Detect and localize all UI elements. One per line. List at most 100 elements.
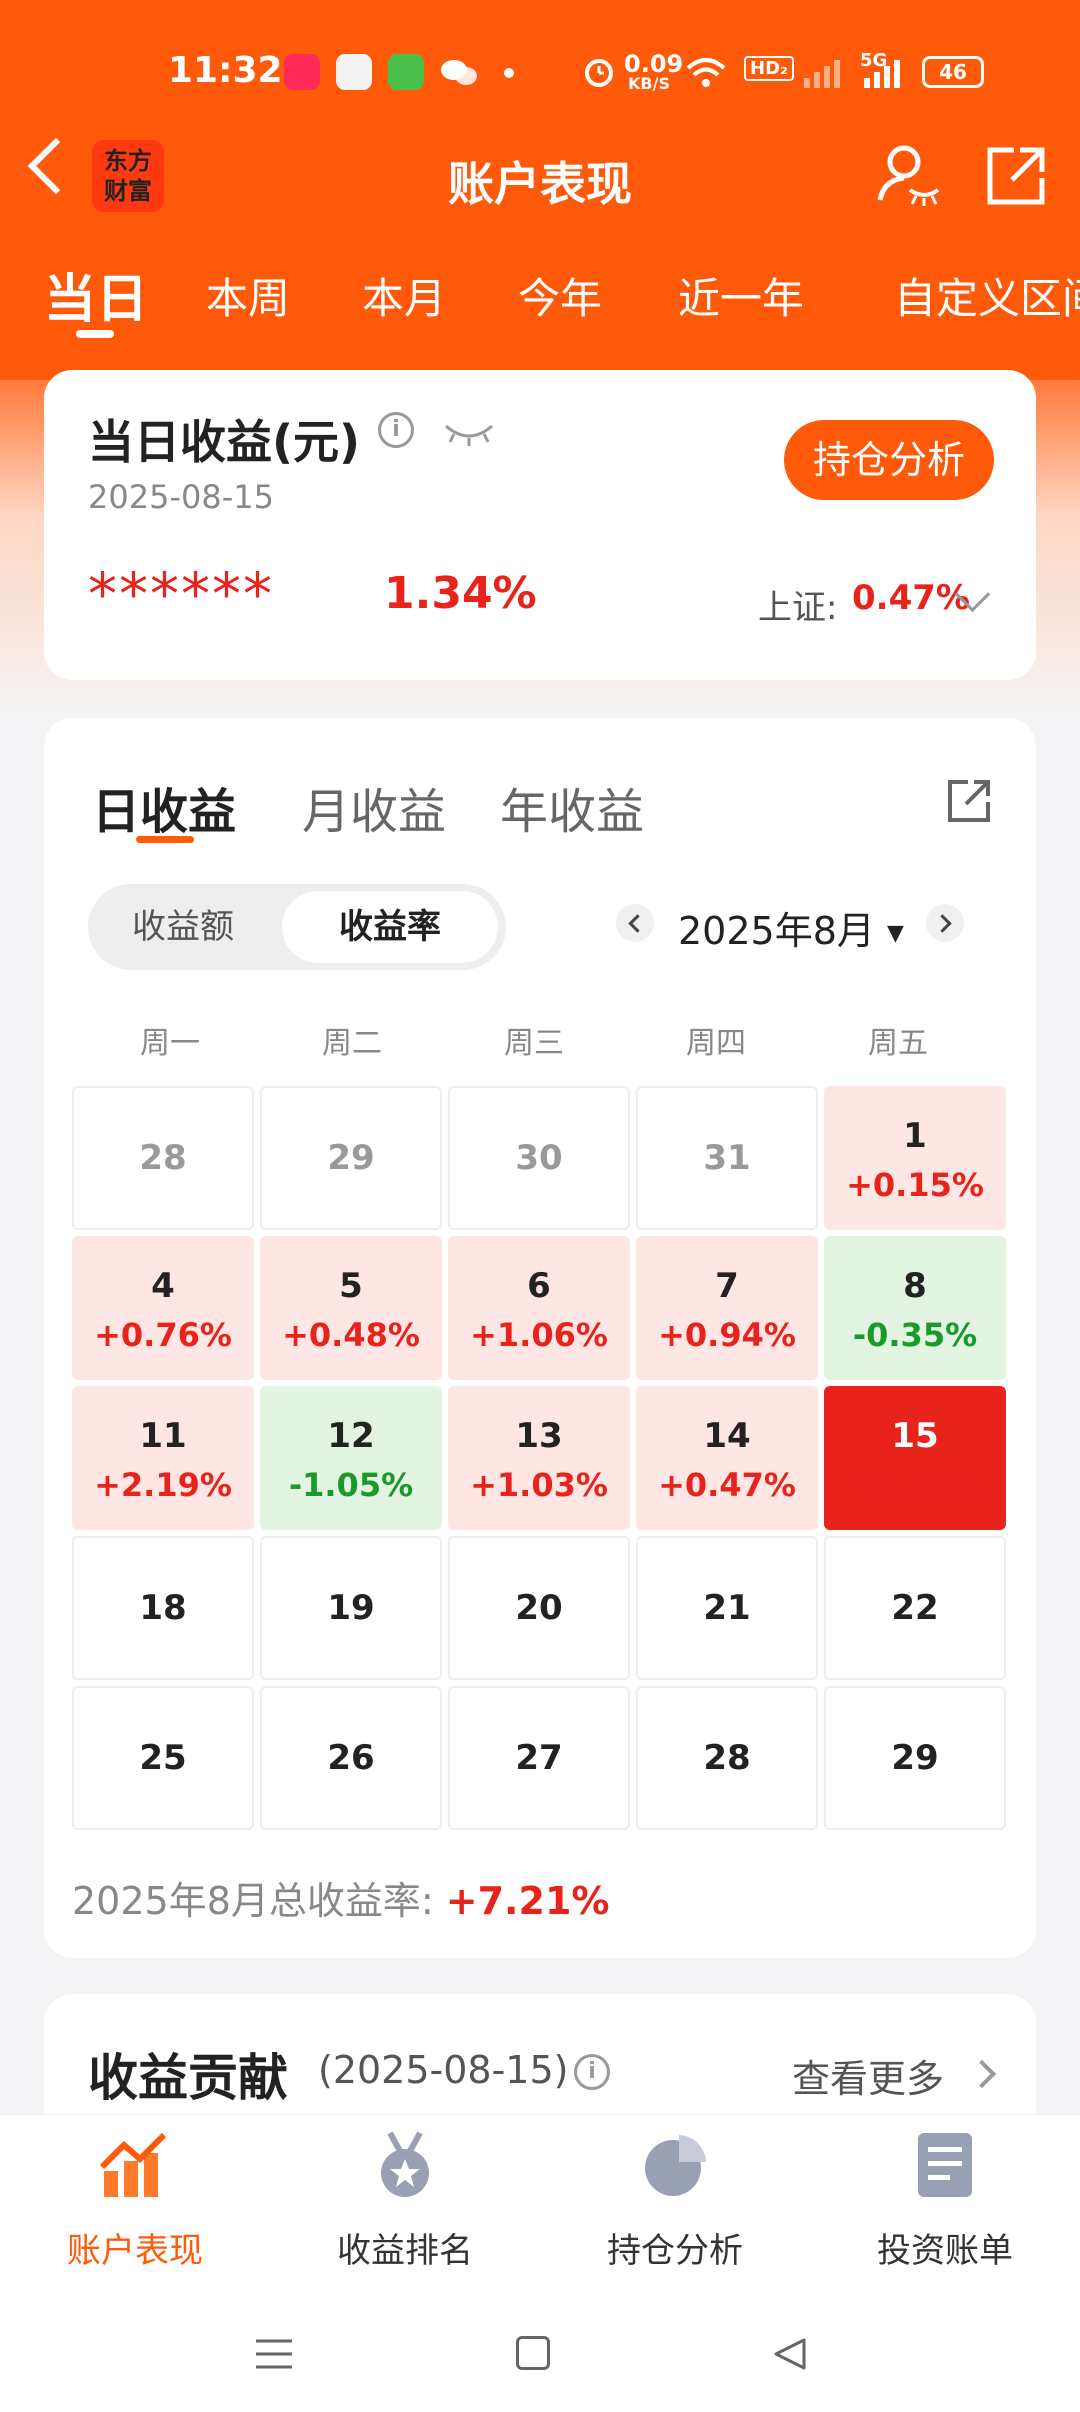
day-number: 14 xyxy=(703,1416,751,1456)
calendar-day-cell[interactable]: 29 xyxy=(260,1086,442,1230)
day-number: 20 xyxy=(515,1588,563,1628)
pie-chart-icon xyxy=(640,2131,710,2201)
tab-month[interactable]: 本月 xyxy=(362,274,447,323)
day-number: 6 xyxy=(527,1266,551,1306)
calendar-day-cell[interactable]: 19 xyxy=(260,1536,442,1680)
active-tab-indicator xyxy=(76,330,114,338)
nav-profit-ranking[interactable]: 收益排名 xyxy=(270,2115,540,2273)
chevron-right-icon xyxy=(967,2059,997,2089)
day-return-pct: +2.19% xyxy=(94,1466,232,1504)
day-number: 29 xyxy=(327,1138,375,1178)
index-label: 上证: xyxy=(758,588,838,628)
month-selector[interactable]: 2025年8月 ▼ xyxy=(678,900,904,955)
wifi-icon xyxy=(684,54,728,90)
back-triangle-icon[interactable] xyxy=(772,2336,808,2372)
user-privacy-icon[interactable] xyxy=(874,140,944,210)
calendar-day-cell[interactable]: 30 xyxy=(448,1086,630,1230)
contribution-title: 收益贡献 xyxy=(88,2049,288,2107)
day-return-pct: +0.94% xyxy=(658,1316,796,1354)
nav-label: 持仓分析 xyxy=(607,2231,743,2271)
tab-week[interactable]: 本周 xyxy=(206,274,291,323)
share-icon[interactable] xyxy=(984,144,1048,208)
next-month-button[interactable] xyxy=(926,904,964,942)
day-number: 12 xyxy=(327,1416,375,1456)
menu-icon[interactable] xyxy=(256,2338,292,2370)
document-icon xyxy=(910,2131,980,2201)
tab-year[interactable]: 今年 xyxy=(518,274,603,323)
holdings-analysis-button[interactable]: 持仓分析 xyxy=(784,420,994,500)
contribution-date: (2025-08-15) xyxy=(318,2048,569,2092)
calendar-day-cell[interactable]: 28 xyxy=(636,1686,818,1830)
calendar-day-cell[interactable]: 18 xyxy=(72,1536,254,1680)
day-number: 8 xyxy=(903,1266,927,1306)
alarm-icon xyxy=(582,54,616,88)
nav-investment-statement[interactable]: 投资账单 xyxy=(810,2115,1080,2273)
calendar-day-cell[interactable]: 8 -0.35% xyxy=(824,1236,1006,1380)
calendar-day-cell[interactable]: 27 xyxy=(448,1686,630,1830)
nav-account-performance[interactable]: 账户表现 xyxy=(0,2115,270,2273)
home-app-icon xyxy=(336,54,372,90)
trend-up-icon xyxy=(99,2131,170,2201)
toggle-amount[interactable]: 收益额 xyxy=(132,907,234,947)
tab-daily-profit[interactable]: 日收益 xyxy=(92,784,237,840)
calendar-day-cell[interactable]: 15 +1.34% xyxy=(824,1386,1006,1530)
calendar-day-cell[interactable]: 7 +0.94% xyxy=(636,1236,818,1380)
calendar-day-cell[interactable]: 22 xyxy=(824,1536,1006,1680)
calendar-day-cell[interactable]: 20 xyxy=(448,1536,630,1680)
system-nav-bar xyxy=(0,2272,1080,2412)
day-number: 11 xyxy=(139,1416,187,1456)
day-number: 28 xyxy=(139,1138,187,1178)
calendar-tab-indicator xyxy=(136,836,194,843)
index-value: 0.47% xyxy=(852,578,970,618)
home-icon[interactable] xyxy=(516,2336,550,2370)
logo-line1: 东方 xyxy=(104,147,152,175)
calendar-day-cell[interactable]: 25 xyxy=(72,1686,254,1830)
day-number: 15 xyxy=(891,1416,939,1456)
info-icon[interactable]: i xyxy=(378,412,414,448)
calendar-day-cell[interactable]: 31 xyxy=(636,1086,818,1230)
calendar-day-cell[interactable]: 28 xyxy=(72,1086,254,1230)
calendar-day-cell[interactable]: 6 +1.06% xyxy=(448,1236,630,1380)
nav-holdings-analysis[interactable]: 持仓分析 xyxy=(540,2115,810,2273)
month-total-label: 2025年8月总收益率: xyxy=(72,1879,434,1923)
calendar-day-cell[interactable]: 21 xyxy=(636,1536,818,1680)
calendar-day-cell[interactable]: 5 +0.48% xyxy=(260,1236,442,1380)
page-title: 账户表现 xyxy=(448,157,632,211)
calendar-day-cell[interactable]: 12 -1.05% xyxy=(260,1386,442,1530)
calendar-day-cell[interactable]: 1 +0.15% xyxy=(824,1086,1006,1230)
info-icon[interactable]: i xyxy=(574,2054,610,2090)
logo-line2: 财富 xyxy=(104,177,152,205)
calendar-day-cell[interactable]: 4 +0.76% xyxy=(72,1236,254,1380)
day-number: 27 xyxy=(515,1738,563,1778)
nav-label: 收益排名 xyxy=(337,2231,473,2271)
export-icon[interactable] xyxy=(944,776,994,826)
calendar-day-cell[interactable]: 29 xyxy=(824,1686,1006,1830)
tab-last-year[interactable]: 近一年 xyxy=(678,274,805,323)
day-return-pct: +0.15% xyxy=(846,1166,984,1204)
tab-yearly-profit[interactable]: 年收益 xyxy=(500,784,645,840)
day-number: 29 xyxy=(891,1738,939,1778)
day-number: 22 xyxy=(891,1588,939,1628)
calendar-day-cell[interactable]: 13 +1.03% xyxy=(448,1386,630,1530)
net-speed-unit: KB/S xyxy=(628,74,670,93)
eye-closed-icon[interactable] xyxy=(442,420,496,446)
calendar-day-cell[interactable]: 26 xyxy=(260,1686,442,1830)
day-number: 19 xyxy=(327,1588,375,1628)
day-number: 30 xyxy=(515,1138,563,1178)
status-bar: 11:32 0.09 KB/S HD₂ 5G 46 xyxy=(0,40,1080,110)
signal-2-icon xyxy=(860,60,904,90)
day-return-pct: +0.48% xyxy=(282,1316,420,1354)
tab-custom-range[interactable]: 自定义区间 xyxy=(894,274,1080,323)
prev-month-button[interactable] xyxy=(616,904,654,942)
weekday-wed: 周三 xyxy=(504,1026,564,1061)
calendar-day-cell[interactable]: 14 +0.47% xyxy=(636,1386,818,1530)
tab-monthly-profit[interactable]: 月收益 xyxy=(302,784,447,840)
tab-today[interactable]: 当日 xyxy=(44,270,149,330)
toggle-rate[interactable]: 收益率 xyxy=(282,891,498,963)
weekday-fri: 周五 xyxy=(868,1026,928,1061)
day-number: 4 xyxy=(151,1266,175,1306)
view-more-link[interactable]: 查看更多 xyxy=(792,2057,945,2101)
day-number: 7 xyxy=(715,1266,739,1306)
calendar-day-cell[interactable]: 11 +2.19% xyxy=(72,1386,254,1530)
period-tabs: 当日 本周 本月 今年 近一年 自定义区间 xyxy=(0,265,1080,335)
